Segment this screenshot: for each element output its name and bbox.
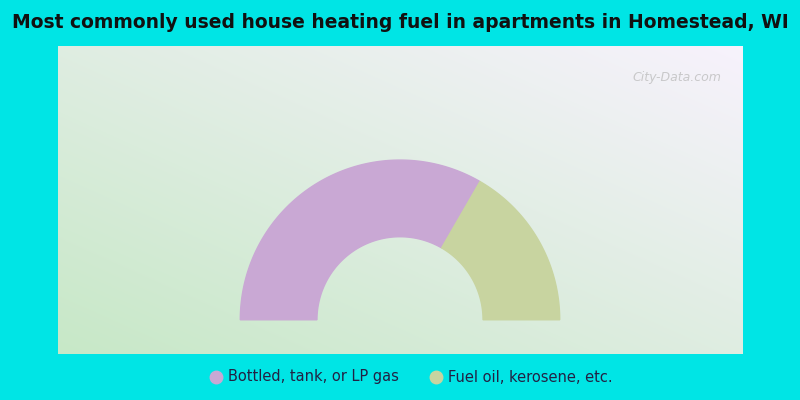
- Text: Most commonly used house heating fuel in apartments in Homestead, WI: Most commonly used house heating fuel in…: [12, 14, 788, 32]
- Text: Bottled, tank, or LP gas: Bottled, tank, or LP gas: [228, 370, 399, 384]
- Polygon shape: [240, 160, 480, 320]
- Text: City-Data.com: City-Data.com: [633, 71, 722, 84]
- Text: Fuel oil, kerosene, etc.: Fuel oil, kerosene, etc.: [448, 370, 613, 384]
- Polygon shape: [442, 182, 560, 320]
